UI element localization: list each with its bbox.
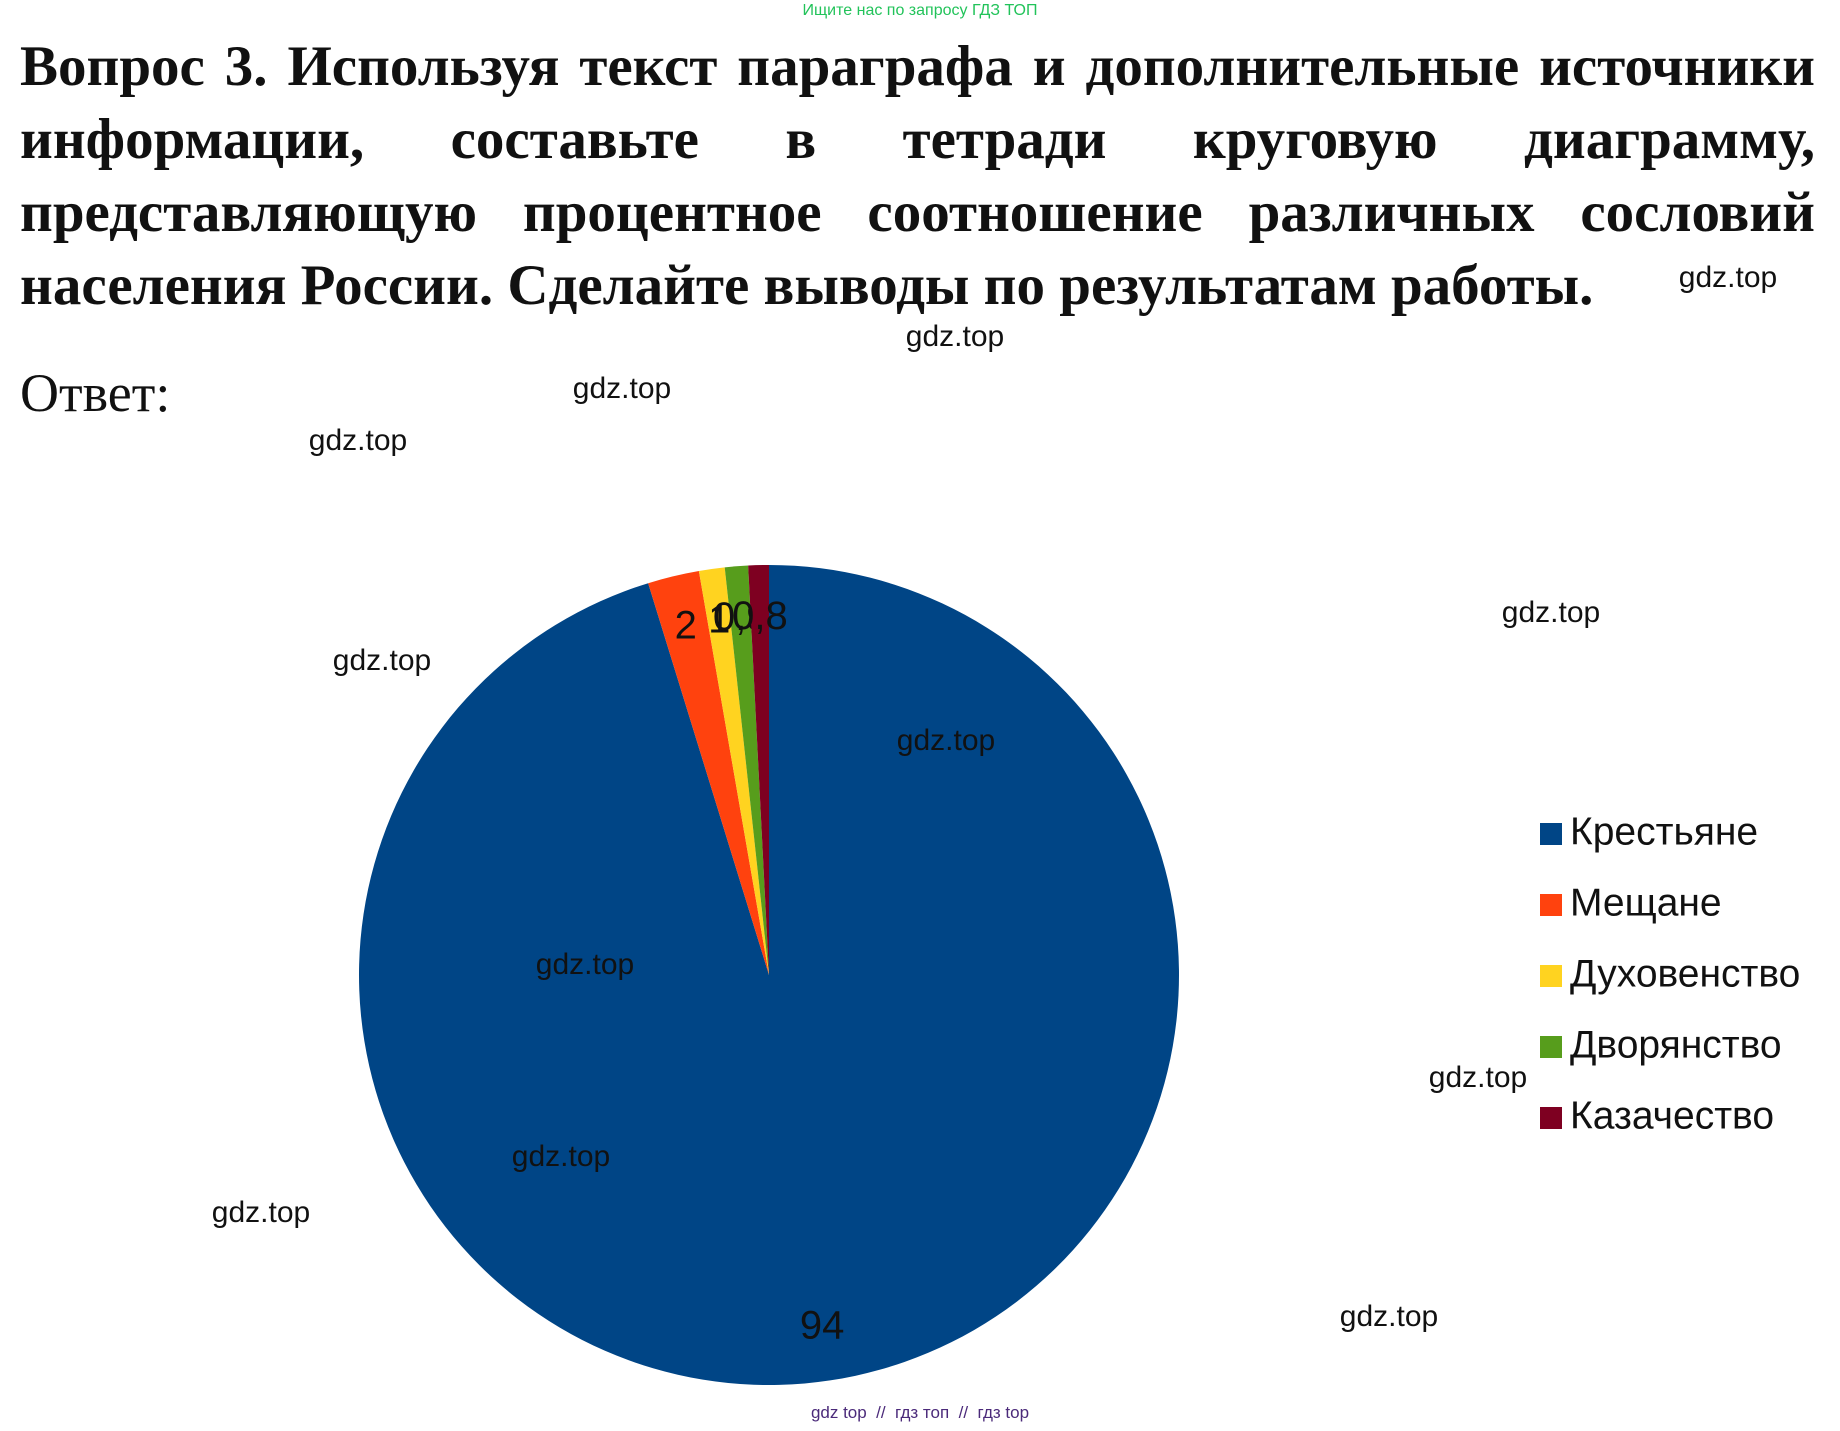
- legend-label: Казачество: [1570, 1094, 1774, 1137]
- legend-label: Духовенство: [1570, 952, 1800, 995]
- legend-swatch: [1540, 1036, 1562, 1058]
- watermark: gdz.top: [1502, 596, 1600, 629]
- answer-label: Ответ:: [20, 363, 171, 423]
- watermark: gdz.top: [906, 320, 1004, 353]
- watermark: gdz.top: [1429, 1061, 1527, 1094]
- pie-slice: [648, 571, 769, 975]
- watermark: gdz.top: [512, 1140, 610, 1173]
- watermark: gdz.top: [536, 948, 634, 981]
- watermark: gdz.top: [309, 424, 407, 457]
- watermark: gdz.top: [1340, 1300, 1438, 1333]
- pie-slice: [748, 565, 769, 975]
- legend-label: Дворянство: [1570, 1023, 1782, 1066]
- top-note: Ищите нас по запросу ГДЗ ТОП: [802, 2, 1038, 19]
- data-label: 94: [800, 1303, 845, 1347]
- legend-label: Крестьяне: [1570, 810, 1758, 853]
- footer: gdz top // гдз топ // гдз top: [810, 1403, 1030, 1422]
- watermark: gdz.top: [333, 644, 431, 677]
- legend-swatch: [1540, 823, 1562, 845]
- watermark: gdz.top: [897, 724, 995, 757]
- data-label: 0,8: [732, 594, 788, 638]
- pie-slice: [698, 567, 769, 975]
- data-label: 1: [708, 597, 730, 641]
- watermark: gdz.top: [212, 1196, 310, 1229]
- watermark: gdz.top: [573, 372, 671, 405]
- legend-label: Мещане: [1570, 881, 1722, 924]
- legend-swatch: [1540, 1107, 1562, 1129]
- data-label: 2: [675, 604, 697, 648]
- pie-slice: [358, 565, 1179, 1385]
- question: Вопрос 3. Используя текст параграфа и до…: [20, 35, 1815, 317]
- legend-swatch: [1540, 965, 1562, 987]
- pie-slice: [724, 565, 769, 975]
- watermark: gdz.top: [1679, 261, 1777, 294]
- legend-swatch: [1540, 894, 1562, 916]
